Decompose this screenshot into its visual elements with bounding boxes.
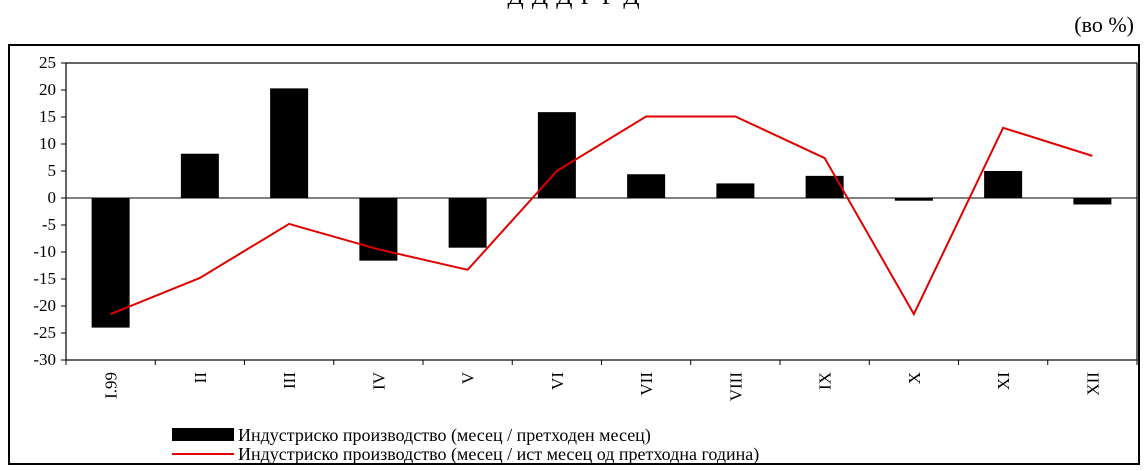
x-tick-label: III — [280, 372, 299, 389]
bar — [894, 198, 933, 201]
bar — [716, 183, 755, 198]
plot-border — [65, 62, 1138, 361]
chart-frame — [8, 44, 1140, 465]
x-tick-label: XI — [994, 372, 1013, 390]
y-tick-label: -30 — [33, 350, 56, 369]
x-axis: I.99 II III IV V VI VII VIII IX X XI XII — [65, 360, 1138, 402]
x-tick-label: X — [905, 372, 924, 384]
y-tick-label: 15 — [39, 107, 56, 126]
x-tick-label: II — [191, 372, 210, 384]
x-tick-label: IV — [369, 371, 388, 390]
bar — [805, 175, 844, 198]
bar — [359, 198, 398, 261]
line-series — [110, 115, 1093, 317]
y-tick-label: -25 — [33, 323, 56, 342]
legend-swatch-bar — [172, 428, 234, 441]
bar — [627, 174, 666, 198]
y-tick-label: 0 — [48, 188, 57, 207]
y-tick-label: -15 — [33, 269, 56, 288]
x-tick-label: VII — [637, 372, 656, 396]
bar — [984, 171, 1023, 198]
bar — [91, 198, 130, 328]
unit-label: (во %) — [1074, 12, 1134, 37]
bar-series — [91, 88, 1112, 328]
y-tick-label: 20 — [39, 80, 56, 99]
y-axis: 25 20 15 10 5 0 -5 -10 -15 -20 -25 -30 — [33, 53, 66, 369]
bar — [270, 88, 309, 198]
x-tick-label: IX — [816, 372, 835, 390]
x-tick-label: V — [459, 371, 478, 384]
x-tick-label: VIII — [726, 372, 745, 402]
chart-title: Д Д Д Р Р Д — [0, 0, 1148, 11]
plot-area — [65, 62, 1138, 361]
bar — [1073, 198, 1112, 205]
y-tick-label: 10 — [39, 134, 56, 153]
legend-label-line: Индустриско производство (месец / ист ме… — [238, 444, 759, 465]
x-tick-label: VI — [548, 372, 567, 390]
series-line — [110, 115, 1093, 317]
legend-label-bar: Индустриско производство (месец / претхо… — [238, 425, 651, 446]
bar — [448, 198, 487, 248]
y-tick-label: 5 — [48, 161, 57, 180]
legend: Индустриско производство (месец / претхо… — [172, 425, 759, 465]
x-tick-label: XII — [1083, 372, 1102, 396]
y-tick-label: 25 — [39, 53, 56, 72]
y-tick-label: -20 — [33, 296, 56, 315]
bar — [180, 153, 219, 198]
x-tick-label: I.99 — [102, 372, 121, 399]
y-tick-label: -10 — [33, 242, 56, 261]
y-tick-label: -5 — [42, 215, 56, 234]
